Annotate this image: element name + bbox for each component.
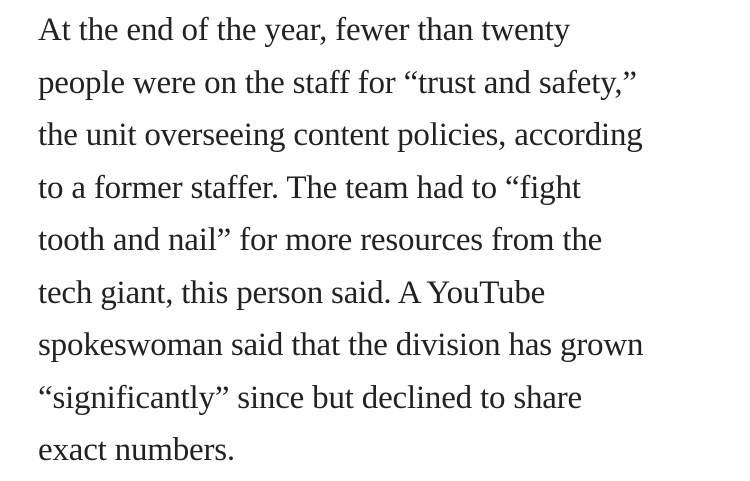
paragraph-line: to a former staffer. The team had to “fi…	[38, 169, 581, 206]
paragraph-line: exact numbers.	[38, 432, 235, 468]
paragraph-line: tooth and nail” for more resources from …	[38, 222, 603, 258]
paragraph-line: the unit overseeing content policies, ac…	[38, 117, 643, 153]
paragraph-line: tech giant, this person said. A YouTube	[38, 274, 546, 311]
article-paragraph: At the end of the year, fewer than twent…	[38, 4, 738, 477]
paragraph-line: people were on the staff for “trust and …	[38, 64, 637, 101]
paragraph-line: At the end of the year, fewer than twent…	[38, 12, 571, 48]
paragraph-line: spokeswoman said that the division has g…	[38, 327, 644, 363]
paragraph-line: “significantly” since but declined to sh…	[38, 379, 582, 416]
